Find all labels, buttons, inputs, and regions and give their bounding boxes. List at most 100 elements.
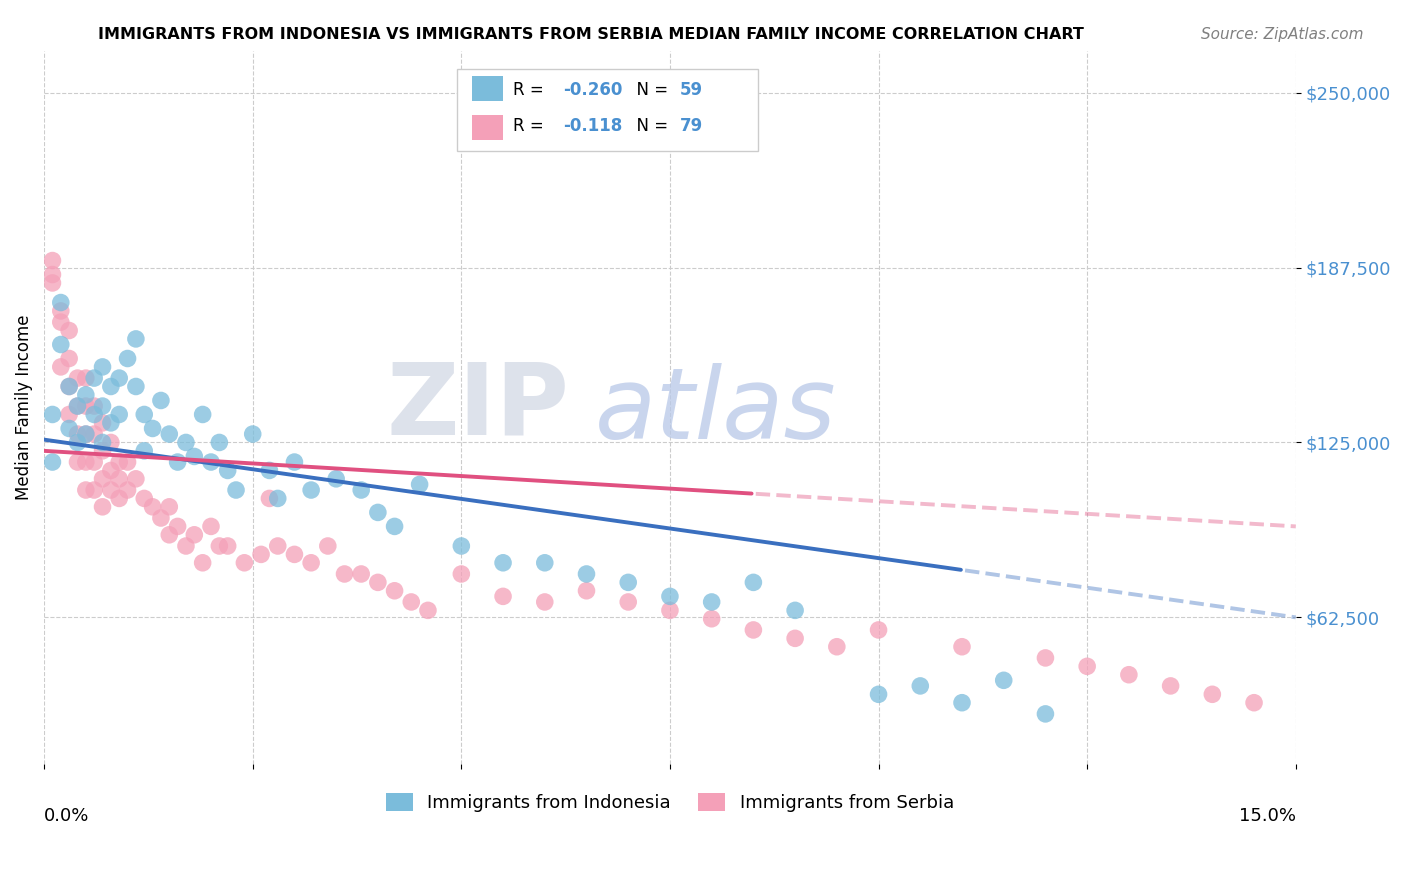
Point xyxy=(41,276,63,290)
Text: R =: R = xyxy=(513,117,550,135)
Point xyxy=(233,556,256,570)
Point xyxy=(250,548,273,562)
Point xyxy=(700,595,723,609)
Point xyxy=(66,399,89,413)
Point xyxy=(108,455,131,469)
Point xyxy=(384,519,406,533)
Point xyxy=(83,455,105,469)
Point xyxy=(200,519,222,533)
Point xyxy=(149,393,172,408)
Point xyxy=(108,371,131,385)
Point xyxy=(49,304,72,318)
Point xyxy=(575,583,598,598)
Text: 15.0%: 15.0% xyxy=(1239,807,1296,825)
Point xyxy=(149,511,172,525)
Point xyxy=(49,295,72,310)
Point xyxy=(492,556,515,570)
Point xyxy=(225,483,247,497)
Point xyxy=(950,640,973,654)
Point xyxy=(299,556,322,570)
Point xyxy=(299,483,322,497)
Point xyxy=(259,491,281,506)
Point xyxy=(75,427,97,442)
Point xyxy=(700,612,723,626)
Point xyxy=(58,324,80,338)
Point xyxy=(58,379,80,393)
Point xyxy=(910,679,932,693)
Point xyxy=(91,443,114,458)
Point xyxy=(267,491,290,506)
Text: atlas: atlas xyxy=(595,362,837,459)
Point xyxy=(83,371,105,385)
Text: 59: 59 xyxy=(681,81,703,99)
Point xyxy=(91,416,114,430)
Point xyxy=(742,623,765,637)
Point xyxy=(100,416,122,430)
Point xyxy=(1076,659,1098,673)
Point xyxy=(191,556,214,570)
Point xyxy=(492,590,515,604)
Point xyxy=(367,505,389,519)
Point xyxy=(1243,696,1265,710)
Point xyxy=(91,472,114,486)
Point xyxy=(174,435,197,450)
Point xyxy=(450,539,472,553)
Point xyxy=(401,595,423,609)
Point xyxy=(83,483,105,497)
Text: Source: ZipAtlas.com: Source: ZipAtlas.com xyxy=(1201,27,1364,42)
Point xyxy=(217,463,239,477)
Point xyxy=(108,408,131,422)
Point xyxy=(41,455,63,469)
Point xyxy=(408,477,430,491)
Point xyxy=(868,687,890,701)
Point xyxy=(166,455,188,469)
Point xyxy=(191,408,214,422)
Point xyxy=(325,472,347,486)
Point xyxy=(267,539,290,553)
Point xyxy=(283,455,305,469)
Point xyxy=(134,491,156,506)
Point xyxy=(100,435,122,450)
Point xyxy=(117,351,139,366)
Point xyxy=(108,472,131,486)
Text: 79: 79 xyxy=(681,117,703,135)
Point xyxy=(183,528,205,542)
Point xyxy=(134,443,156,458)
Point xyxy=(91,399,114,413)
FancyBboxPatch shape xyxy=(457,69,758,151)
Point xyxy=(416,603,439,617)
Point xyxy=(66,455,89,469)
Point xyxy=(117,483,139,497)
Point xyxy=(58,408,80,422)
FancyBboxPatch shape xyxy=(472,76,503,101)
Point xyxy=(75,455,97,469)
Point xyxy=(41,268,63,282)
Text: ZIP: ZIP xyxy=(387,359,569,456)
Text: N =: N = xyxy=(626,81,673,99)
Point xyxy=(316,539,339,553)
Point xyxy=(183,450,205,464)
Point xyxy=(58,421,80,435)
Point xyxy=(450,566,472,581)
Point xyxy=(868,623,890,637)
Point xyxy=(174,539,197,553)
Point xyxy=(66,399,89,413)
Point xyxy=(350,566,373,581)
Point xyxy=(208,539,231,553)
Point xyxy=(83,408,105,422)
Point xyxy=(350,483,373,497)
Point xyxy=(157,528,180,542)
Point xyxy=(1118,667,1140,681)
Point xyxy=(134,408,156,422)
Point xyxy=(125,379,148,393)
Point xyxy=(367,575,389,590)
Point xyxy=(58,379,80,393)
Text: -0.260: -0.260 xyxy=(564,81,623,99)
Y-axis label: Median Family Income: Median Family Income xyxy=(15,315,32,500)
Point xyxy=(157,500,180,514)
Point xyxy=(157,427,180,442)
Legend: Immigrants from Indonesia, Immigrants from Serbia: Immigrants from Indonesia, Immigrants fr… xyxy=(378,786,962,820)
Point xyxy=(384,583,406,598)
Text: IMMIGRANTS FROM INDONESIA VS IMMIGRANTS FROM SERBIA MEDIAN FAMILY INCOME CORRELA: IMMIGRANTS FROM INDONESIA VS IMMIGRANTS … xyxy=(98,27,1084,42)
Point xyxy=(142,421,165,435)
